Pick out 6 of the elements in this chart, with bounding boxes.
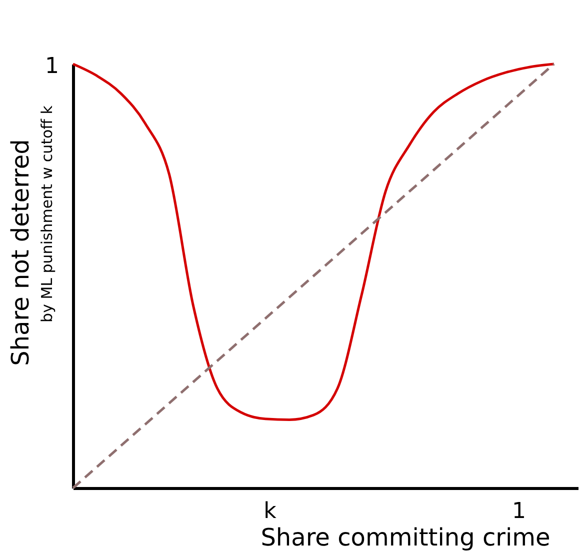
x-axis-title: Share committing crime (260, 524, 550, 552)
text: k (264, 499, 277, 524)
y-axis-title: Share not deterred (6, 139, 34, 366)
text: 1 (512, 499, 526, 524)
text: 1 (45, 54, 59, 79)
text: by ML punishment w cutoff k (38, 105, 56, 322)
